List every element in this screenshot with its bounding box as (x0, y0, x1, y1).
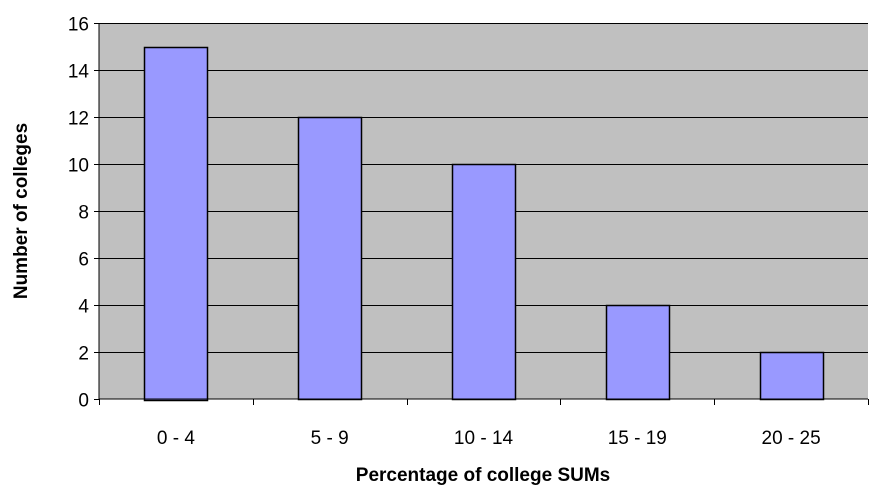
x-tick-label: 0 - 4 (157, 428, 195, 449)
y-axis-ticks: 0 2 4 6 8 10 12 14 16 (68, 15, 99, 412)
bar (451, 163, 517, 401)
y-tick-label: 8 (78, 203, 89, 224)
y-tick-label: 4 (78, 297, 89, 318)
y-tick-label: 2 (78, 344, 89, 365)
x-axis-title: Percentage of college SUMs (356, 465, 610, 486)
y-tick-label: 10 (68, 156, 89, 177)
x-axis-ticks: 0 - 4 5 - 9 10 - 14 15 - 19 20 - 25 (99, 399, 869, 449)
y-tick-label: 12 (68, 109, 89, 130)
x-tick-label: 10 - 14 (454, 428, 514, 449)
y-tick-label: 0 (78, 391, 89, 412)
x-tick-label: 20 - 25 (762, 428, 821, 449)
y-axis-title: Number of colleges (11, 123, 32, 299)
bar (759, 351, 825, 401)
bars (143, 46, 825, 402)
x-tick-label: 15 - 19 (608, 428, 667, 449)
bar (605, 304, 671, 401)
bar (143, 46, 209, 402)
y-tick-label: 6 (78, 250, 89, 271)
y-tick-label: 14 (68, 62, 90, 83)
y-tick-label: 16 (68, 15, 89, 36)
bar (297, 116, 363, 401)
x-tick-label: 5 - 9 (311, 428, 349, 449)
